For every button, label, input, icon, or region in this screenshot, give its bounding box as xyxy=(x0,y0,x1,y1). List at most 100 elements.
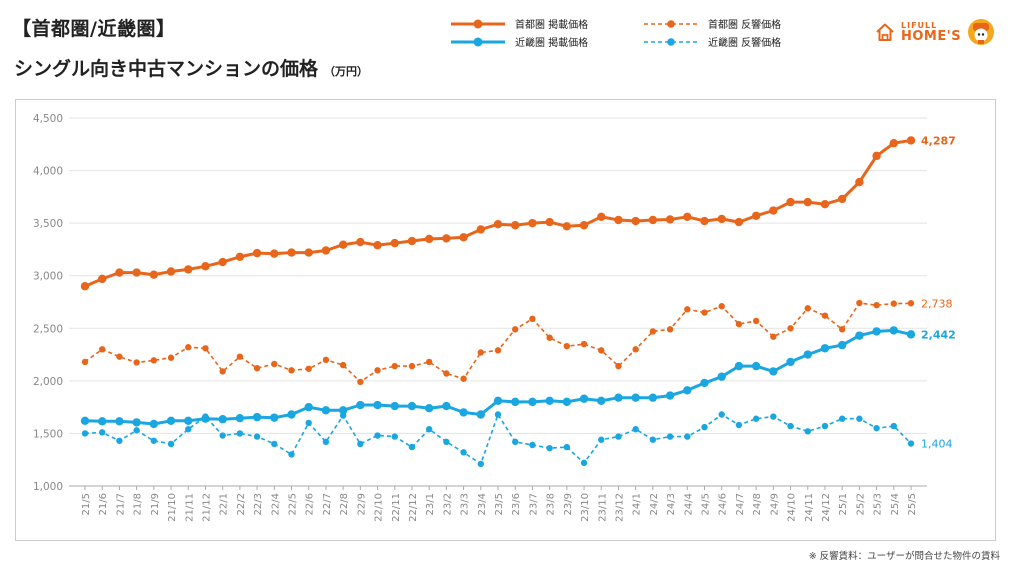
data-point xyxy=(425,358,433,366)
x-tick-label: 22/2 xyxy=(236,493,247,515)
data-point xyxy=(80,282,90,291)
x-tick-label: 25/3 xyxy=(873,493,884,515)
legend-swatch-solid-blue xyxy=(451,37,505,46)
data-point xyxy=(597,396,606,406)
x-tick-label: 25/5 xyxy=(907,493,918,515)
data-point xyxy=(460,449,467,456)
y-tick-label: 3,500 xyxy=(33,218,63,230)
data-point xyxy=(252,248,262,258)
data-point xyxy=(253,433,261,440)
x-tick-label: 22/1 xyxy=(219,493,230,515)
legend-swatch-solid-orange xyxy=(451,19,505,28)
data-point xyxy=(632,426,639,433)
data-point xyxy=(98,417,107,426)
x-tick-label: 24/12 xyxy=(821,493,832,522)
data-point xyxy=(598,347,605,354)
data-point xyxy=(700,216,709,226)
x-tick-label: 23/12 xyxy=(614,493,625,522)
data-point xyxy=(803,197,812,207)
data-point xyxy=(786,197,795,207)
data-point xyxy=(906,330,916,339)
data-point xyxy=(391,362,398,370)
y-tick-label: 3,000 xyxy=(33,271,63,283)
data-point xyxy=(99,429,106,436)
data-point xyxy=(184,265,193,274)
data-point xyxy=(684,433,691,440)
x-tick-label: 23/4 xyxy=(477,493,488,515)
x-tick-label: 23/5 xyxy=(494,493,505,515)
data-point xyxy=(167,354,175,361)
legend-item-kinki-inquiry: 近畿圏 反響価格 xyxy=(642,34,781,49)
data-point xyxy=(907,300,915,307)
legend-label: 首都圏 反響価格 xyxy=(708,20,782,31)
legend-item-kinki-listed: 近畿圏 掲載価格 xyxy=(449,34,588,49)
legend-swatch-dashed-orange xyxy=(644,19,698,28)
data-point xyxy=(683,386,692,395)
data-point xyxy=(804,305,811,312)
data-point xyxy=(512,326,519,333)
data-point xyxy=(837,194,847,204)
data-point xyxy=(304,248,313,257)
data-point xyxy=(838,415,846,422)
chart-subtitle: シングル向き中古マンションの価格 （万円） xyxy=(14,54,368,81)
data-point xyxy=(219,368,226,375)
data-point xyxy=(717,372,726,381)
data-point xyxy=(580,340,588,348)
data-point xyxy=(270,249,279,258)
data-point xyxy=(288,451,295,458)
data-point xyxy=(390,238,399,248)
data-point xyxy=(545,217,554,227)
legend-label: 首都圏 掲載価格 xyxy=(515,20,589,31)
data-point xyxy=(304,402,313,412)
page-title: 【首都圏/近畿圏】 xyxy=(12,18,176,40)
data-point xyxy=(476,225,485,234)
series-line-solid xyxy=(80,136,916,291)
data-point xyxy=(252,412,262,422)
data-point xyxy=(338,240,348,249)
data-point xyxy=(236,430,244,437)
data-point xyxy=(493,396,503,406)
data-point xyxy=(665,215,675,224)
data-point xyxy=(235,413,245,423)
data-point xyxy=(873,424,880,432)
data-point xyxy=(649,436,657,443)
data-point xyxy=(734,361,744,371)
data-point xyxy=(855,331,864,340)
data-point xyxy=(718,411,725,418)
data-point xyxy=(751,361,761,371)
x-tick-label: 21/11 xyxy=(184,493,195,522)
data-point xyxy=(512,438,519,446)
data-point xyxy=(683,212,692,222)
data-point xyxy=(150,437,158,444)
data-point xyxy=(598,436,605,443)
data-point xyxy=(546,334,553,341)
x-tick-label: 25/2 xyxy=(855,493,866,515)
y-tick-label: 1,500 xyxy=(33,428,63,440)
data-point xyxy=(821,312,829,319)
x-tick-label: 24/4 xyxy=(683,493,694,515)
data-point xyxy=(407,236,417,246)
x-tick-label: 22/8 xyxy=(339,493,350,515)
data-point xyxy=(528,218,537,228)
data-point xyxy=(322,356,330,364)
data-point xyxy=(649,328,657,335)
footnote: ※ 反響賃料：ユーザーが問合せた物件の賃料 xyxy=(808,551,1000,562)
data-point xyxy=(81,358,89,366)
data-point xyxy=(597,212,606,222)
data-point xyxy=(373,400,382,410)
data-point xyxy=(305,365,312,372)
data-point xyxy=(407,401,417,411)
data-point xyxy=(442,401,451,411)
x-tick-label: 24/9 xyxy=(769,493,780,515)
data-point xyxy=(770,333,777,340)
data-point xyxy=(373,241,382,250)
data-point xyxy=(271,440,278,448)
x-tick-label: 23/1 xyxy=(425,493,436,515)
x-tick-label: 21/8 xyxy=(133,493,144,515)
data-point xyxy=(563,342,571,350)
data-point xyxy=(390,401,399,411)
data-point xyxy=(218,257,227,267)
end-value-label: 2,442 xyxy=(921,328,956,341)
data-point xyxy=(287,248,296,257)
data-point xyxy=(270,413,279,422)
